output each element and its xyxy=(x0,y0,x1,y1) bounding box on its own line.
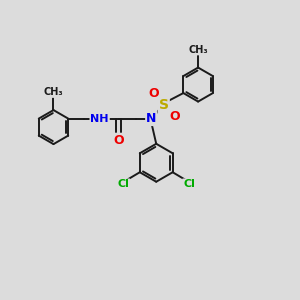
Text: O: O xyxy=(113,134,124,147)
Text: S: S xyxy=(159,98,169,112)
Text: NH: NH xyxy=(90,114,109,124)
Text: CH₃: CH₃ xyxy=(188,45,208,55)
Text: Cl: Cl xyxy=(118,179,129,189)
Text: CH₃: CH₃ xyxy=(44,87,63,97)
Text: Cl: Cl xyxy=(183,179,195,189)
Text: N: N xyxy=(146,112,157,125)
Text: O: O xyxy=(148,87,159,100)
Text: O: O xyxy=(169,110,179,123)
